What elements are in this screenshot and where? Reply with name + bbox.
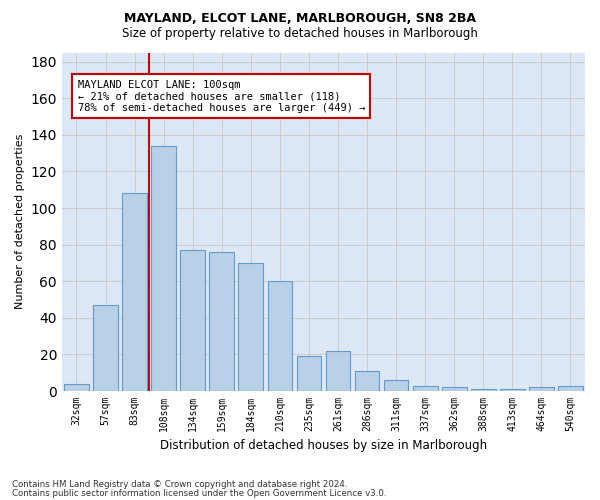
Bar	[268, 282, 292, 391]
Bar	[296, 356, 321, 391]
Text: Size of property relative to detached houses in Marlborough: Size of property relative to detached ho…	[122, 28, 478, 40]
Bar	[442, 388, 467, 391]
Bar	[471, 389, 496, 391]
Bar	[500, 389, 525, 391]
Bar	[238, 263, 263, 391]
Bar	[558, 386, 583, 391]
Bar	[529, 388, 554, 391]
Bar	[122, 194, 147, 391]
Bar	[93, 305, 118, 391]
Bar	[326, 351, 350, 391]
Bar	[209, 252, 234, 391]
X-axis label: Distribution of detached houses by size in Marlborough: Distribution of detached houses by size …	[160, 440, 487, 452]
Bar	[151, 146, 176, 391]
Y-axis label: Number of detached properties: Number of detached properties	[15, 134, 25, 310]
Text: Contains public sector information licensed under the Open Government Licence v3: Contains public sector information licen…	[12, 489, 386, 498]
Bar	[64, 384, 89, 391]
Text: Contains HM Land Registry data © Crown copyright and database right 2024.: Contains HM Land Registry data © Crown c…	[12, 480, 347, 489]
Bar	[384, 380, 409, 391]
Bar	[181, 250, 205, 391]
Bar	[355, 371, 379, 391]
Bar	[413, 386, 437, 391]
Text: MAYLAND ELCOT LANE: 100sqm
← 21% of detached houses are smaller (118)
78% of sem: MAYLAND ELCOT LANE: 100sqm ← 21% of deta…	[77, 80, 365, 113]
Text: MAYLAND, ELCOT LANE, MARLBOROUGH, SN8 2BA: MAYLAND, ELCOT LANE, MARLBOROUGH, SN8 2B…	[124, 12, 476, 26]
